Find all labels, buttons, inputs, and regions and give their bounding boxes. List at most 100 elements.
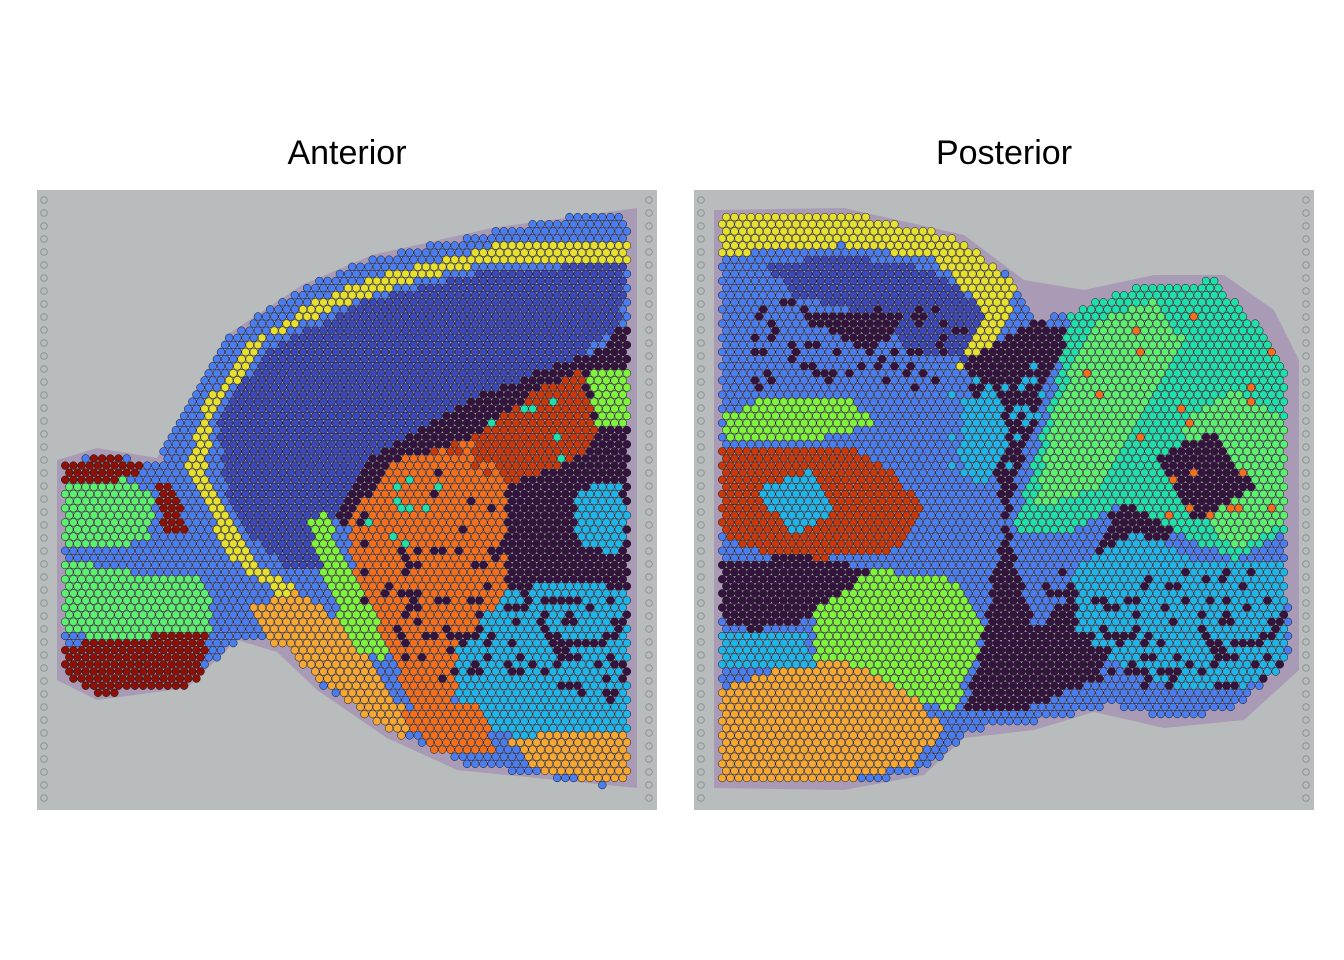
spot bbox=[110, 518, 119, 527]
spot bbox=[171, 567, 181, 577]
spot bbox=[417, 255, 427, 264]
spot bbox=[73, 511, 82, 520]
spot bbox=[233, 447, 242, 456]
spot bbox=[947, 291, 956, 300]
spot bbox=[454, 248, 463, 257]
spot bbox=[175, 447, 185, 456]
spot bbox=[409, 681, 418, 690]
spot bbox=[943, 340, 952, 350]
spot bbox=[1218, 305, 1227, 314]
spot bbox=[845, 326, 854, 335]
spot bbox=[483, 681, 492, 690]
spot bbox=[327, 340, 336, 350]
spot bbox=[413, 333, 422, 342]
spot bbox=[97, 653, 107, 662]
spot bbox=[544, 319, 554, 328]
spot bbox=[507, 610, 517, 619]
spot bbox=[475, 397, 484, 406]
spot bbox=[483, 624, 492, 634]
spot bbox=[602, 276, 611, 286]
spot bbox=[245, 539, 254, 548]
spot bbox=[524, 340, 533, 350]
spot bbox=[849, 305, 858, 314]
spot bbox=[931, 319, 940, 328]
spot bbox=[964, 347, 973, 357]
spot bbox=[495, 489, 504, 499]
spot bbox=[401, 298, 410, 307]
spot bbox=[446, 702, 455, 712]
spot bbox=[972, 305, 981, 314]
spot bbox=[906, 234, 915, 243]
spot bbox=[323, 504, 332, 513]
spot bbox=[581, 766, 591, 776]
spot bbox=[69, 518, 78, 527]
spot bbox=[959, 340, 969, 350]
spot bbox=[471, 461, 480, 470]
spot bbox=[528, 489, 537, 499]
spot bbox=[610, 603, 619, 612]
spot bbox=[1201, 319, 1211, 328]
spot bbox=[1152, 291, 1161, 300]
spot bbox=[261, 525, 271, 534]
spot bbox=[943, 269, 952, 279]
spot bbox=[249, 617, 258, 626]
spot bbox=[479, 489, 488, 499]
spot bbox=[93, 489, 103, 499]
spot bbox=[536, 603, 545, 612]
spot bbox=[175, 674, 185, 683]
spot bbox=[795, 312, 805, 321]
spot bbox=[143, 646, 152, 655]
spot bbox=[540, 425, 550, 435]
spot bbox=[417, 553, 427, 563]
spot bbox=[1107, 326, 1116, 335]
spot bbox=[746, 283, 756, 293]
spot bbox=[594, 631, 603, 641]
spot bbox=[65, 610, 74, 619]
spot bbox=[573, 525, 582, 534]
spot bbox=[581, 724, 591, 733]
spot bbox=[618, 546, 627, 555]
spot bbox=[118, 489, 127, 499]
spot bbox=[528, 418, 537, 428]
spot bbox=[499, 383, 509, 392]
spot bbox=[849, 319, 858, 328]
spot bbox=[512, 674, 521, 683]
spot bbox=[524, 440, 533, 449]
spot bbox=[561, 433, 570, 442]
spot bbox=[959, 241, 969, 250]
spot bbox=[622, 582, 632, 591]
spot bbox=[241, 447, 250, 456]
spot bbox=[471, 276, 480, 286]
spot bbox=[1193, 347, 1202, 357]
spot bbox=[524, 255, 533, 264]
spot bbox=[1132, 326, 1141, 335]
spot bbox=[192, 589, 201, 598]
spot bbox=[307, 504, 316, 513]
spot bbox=[106, 567, 115, 577]
spot bbox=[726, 262, 735, 271]
spot bbox=[417, 312, 427, 321]
spot bbox=[812, 326, 821, 335]
spot bbox=[384, 525, 394, 534]
spot bbox=[828, 255, 838, 264]
spot bbox=[348, 262, 357, 271]
spot bbox=[442, 241, 451, 250]
spot bbox=[487, 489, 496, 499]
spot bbox=[446, 546, 455, 555]
spot bbox=[454, 390, 463, 399]
spot bbox=[767, 362, 776, 371]
spot bbox=[462, 745, 472, 754]
spot bbox=[618, 376, 627, 385]
spot bbox=[816, 220, 825, 229]
spot bbox=[151, 475, 160, 484]
spot bbox=[536, 674, 545, 683]
spot bbox=[873, 319, 883, 328]
spot bbox=[466, 369, 476, 378]
spot bbox=[894, 283, 903, 293]
spot bbox=[188, 397, 197, 406]
spot bbox=[163, 596, 172, 605]
spot bbox=[454, 560, 463, 570]
spot bbox=[438, 631, 447, 641]
spot bbox=[548, 667, 558, 676]
spot bbox=[458, 567, 468, 577]
